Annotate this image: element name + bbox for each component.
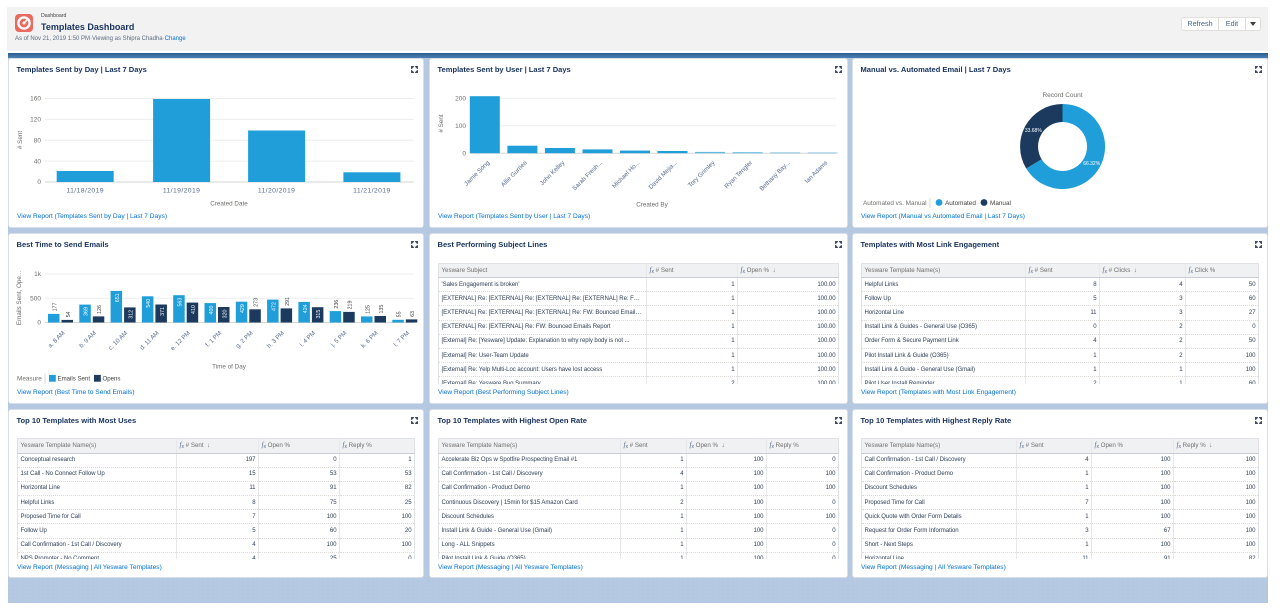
svg-text:424: 424 [303, 304, 309, 313]
svg-text:Automated vs. Manual: Automated vs. Manual [863, 200, 927, 207]
svg-text:a. 8 AM: a. 8 AM [47, 330, 67, 350]
svg-text:66.32%: 66.32% [1083, 161, 1101, 167]
svg-text:David Mejia...: David Mejia... [647, 159, 679, 191]
svg-text:273: 273 [254, 298, 260, 307]
svg-text:125: 125 [365, 305, 371, 314]
svg-text:11/21/2019: 11/21/2019 [353, 188, 391, 195]
svg-text:d. 11 AM: d. 11 AM [139, 330, 161, 352]
svg-text:Created Date: Created Date [210, 201, 248, 208]
svg-text:126: 126 [97, 305, 103, 314]
svg-text:Bethany Bay...: Bethany Bay... [759, 159, 792, 192]
svg-text:Michael Ho...: Michael Ho... [611, 159, 642, 190]
svg-text:Emails Sent, Ope...: Emails Sent, Ope... [16, 271, 23, 325]
svg-text:11/18/2019: 11/18/2019 [66, 188, 104, 195]
svg-text:219: 219 [348, 301, 354, 310]
svg-text:651: 651 [115, 293, 121, 302]
svg-text:320: 320 [222, 309, 228, 318]
svg-text:120: 120 [30, 117, 41, 124]
svg-text:1k: 1k [34, 271, 42, 278]
svg-text:John Kelley: John Kelley [539, 159, 567, 187]
svg-text:0: 0 [462, 150, 466, 157]
svg-text:Emails Sent: Emails Sent [58, 376, 91, 383]
svg-text:40: 40 [34, 158, 42, 165]
svg-text:369: 369 [84, 307, 90, 316]
svg-text:472: 472 [272, 302, 278, 311]
svg-text:429: 429 [240, 304, 246, 313]
svg-text:k. 6 PM: k. 6 PM [360, 330, 380, 350]
svg-text:Jamie Song: Jamie Song [463, 159, 491, 187]
svg-text:33.68%: 33.68% [1025, 128, 1043, 134]
svg-text:Allie Gurrieri: Allie Gurrieri [500, 159, 529, 188]
svg-text:f. 1 PM: f. 1 PM [204, 330, 223, 349]
svg-text:Record Count: Record Count [1042, 92, 1082, 99]
svg-text:177: 177 [52, 303, 58, 312]
svg-text:200: 200 [455, 95, 466, 102]
svg-text:j. 5 PM: j. 5 PM [329, 330, 348, 349]
svg-text:135: 135 [379, 305, 385, 314]
svg-text:100: 100 [455, 123, 466, 130]
svg-text:55: 55 [397, 311, 403, 317]
svg-text:Ryan Tengler: Ryan Tengler [723, 159, 754, 190]
svg-text:Manual: Manual [990, 200, 1011, 207]
svg-text:Sarah Fresh...: Sarah Fresh... [571, 159, 604, 192]
svg-text:540: 540 [146, 299, 152, 308]
svg-text:236: 236 [334, 300, 340, 309]
svg-text:h. 3 PM: h. 3 PM [266, 330, 286, 350]
svg-text:500: 500 [30, 295, 41, 302]
svg-text:80: 80 [34, 137, 42, 144]
svg-text:Opens: Opens [103, 376, 121, 383]
svg-text:e. 12 PM: e. 12 PM [169, 330, 191, 352]
svg-text:Created By: Created By [636, 202, 668, 209]
svg-text:563: 563 [178, 298, 184, 307]
svg-text:Tory Grimley: Tory Grimley [687, 159, 717, 189]
svg-text:291: 291 [285, 297, 291, 306]
svg-text:54: 54 [66, 311, 72, 317]
svg-text:160: 160 [30, 96, 41, 103]
svg-text:Measure: Measure [17, 376, 42, 383]
svg-text:b. 9 AM: b. 9 AM [78, 330, 98, 350]
svg-text:# Sent: # Sent [438, 114, 445, 132]
svg-text:63: 63 [410, 311, 416, 317]
svg-text:315: 315 [316, 310, 322, 319]
svg-text:# Sent: # Sent [17, 131, 24, 149]
svg-text:0: 0 [37, 179, 41, 186]
svg-text:c. 10 AM: c. 10 AM [107, 330, 129, 352]
svg-text:371: 371 [160, 307, 166, 316]
svg-text:0: 0 [37, 320, 41, 327]
svg-text:11/19/2019: 11/19/2019 [163, 188, 201, 195]
svg-text:Automated: Automated [945, 200, 976, 207]
svg-text:400: 400 [209, 306, 215, 315]
svg-text:11/20/2019: 11/20/2019 [258, 188, 296, 195]
svg-text:g. 2 PM: g. 2 PM [234, 330, 254, 350]
svg-text:Time of Day: Time of Day [212, 364, 247, 371]
svg-text:Ian Adams: Ian Adams [804, 159, 830, 185]
svg-text:312: 312 [128, 310, 134, 319]
svg-text:l. 7 PM: l. 7 PM [392, 330, 411, 349]
svg-text:i. 4 PM: i. 4 PM [298, 330, 317, 349]
svg-text:410: 410 [191, 305, 197, 314]
